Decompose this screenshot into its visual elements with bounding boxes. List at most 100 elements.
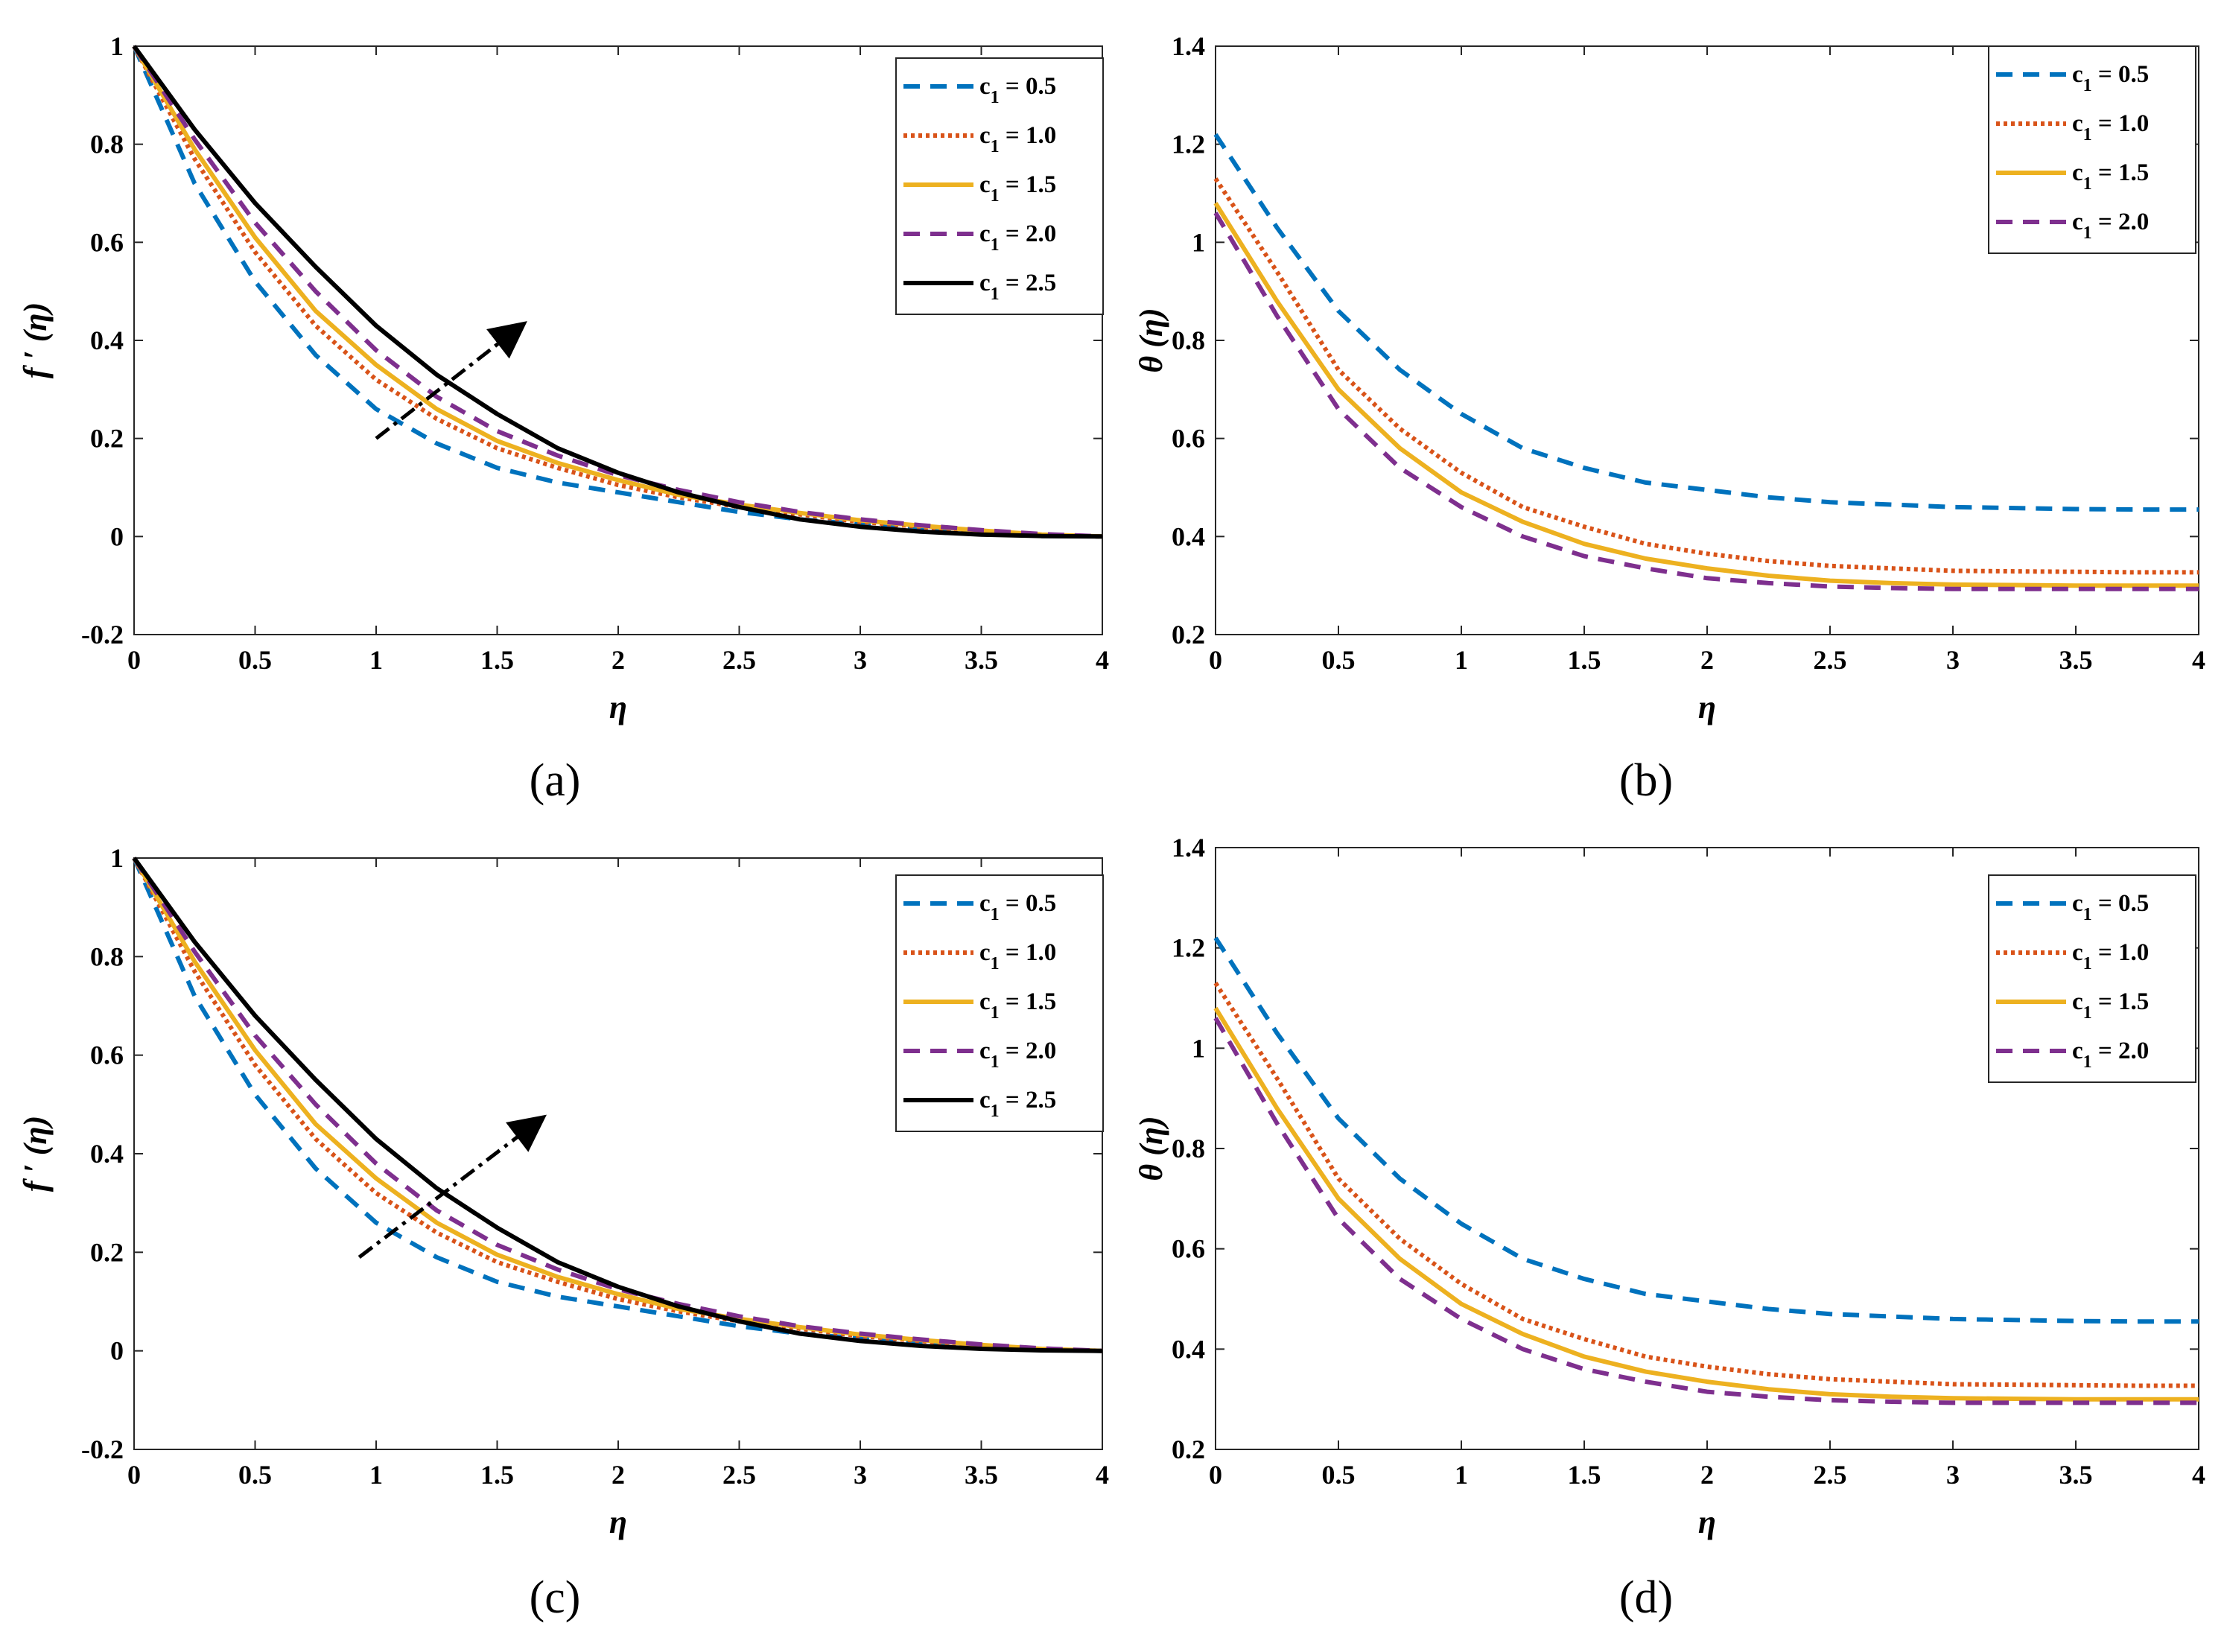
x-tick-label: 1.5 <box>1568 1460 1601 1490</box>
legend: c1 = 0.5 c1 = 1.0 c1 = 1.5 c1 = 2.0 c1 = 2.5 <box>895 874 1104 1132</box>
y-tick-label: 1.4 <box>1172 833 1205 862</box>
x-axis-label: η <box>1698 1504 1716 1540</box>
x-tick-label: 1 <box>1455 645 1468 675</box>
y-tick-label: 0.4 <box>90 1139 124 1169</box>
legend-entry-label: c1 = 1.5 <box>979 171 1056 206</box>
x-tick-label: 0 <box>127 645 141 675</box>
y-tick-label: 0.2 <box>1172 620 1205 649</box>
y-tick-label: 1.2 <box>1172 933 1205 963</box>
y-tick-label: 0.6 <box>90 227 124 257</box>
y-tick-label: -0.2 <box>81 620 124 649</box>
panel-caption: (b) <box>1619 755 1673 806</box>
y-axis-label: θ (η) <box>1133 1116 1169 1181</box>
x-axis-label: η <box>1698 689 1716 725</box>
y-tick-label: 0.8 <box>90 130 124 159</box>
x-tick-label: 1 <box>369 645 383 675</box>
trend-arrow <box>358 1114 547 1259</box>
legend: c1 = 0.5 c1 = 1.0 c1 = 1.5 c1 = 2.0 <box>1988 874 2196 1083</box>
y-tick-label: 0.8 <box>1172 325 1205 355</box>
x-tick-label: 2.5 <box>1814 1460 1847 1490</box>
y-tick-label: 0.4 <box>1172 521 1205 551</box>
series-line-c1-2-0 <box>1213 1017 2199 1405</box>
y-tick-label: 0.4 <box>90 325 124 355</box>
series-line-c1-2-5 <box>132 45 1103 539</box>
y-tick-label: 1 <box>1192 1033 1205 1063</box>
x-tick-label: 2 <box>611 645 625 675</box>
x-tick-label: 3.5 <box>965 1460 998 1490</box>
y-axis-label: f ′ (η) <box>17 1116 54 1192</box>
legend-entry-label: c1 = 2.5 <box>979 270 1056 304</box>
x-tick-label: 0 <box>1209 1460 1222 1490</box>
x-tick-label: 4 <box>1096 645 1109 675</box>
x-tick-label: 1.5 <box>480 645 514 675</box>
series-line-c1-0-5 <box>1213 936 2199 1324</box>
y-tick-label: 0.2 <box>90 424 124 454</box>
legend-entry-label: c1 = 2.0 <box>979 1038 1056 1072</box>
legend-box <box>1988 45 2196 254</box>
x-tick-label: 3 <box>1946 645 1960 675</box>
x-axis-label: η <box>609 1504 627 1540</box>
legend-entry-label: c1 = 1.0 <box>979 939 1056 973</box>
series-line-c1-1-0 <box>1213 982 2199 1388</box>
x-tick-label: 2.5 <box>722 645 756 675</box>
legend-entry-label: c1 = 1.5 <box>2072 988 2149 1023</box>
y-tick-label: 0.4 <box>1172 1334 1205 1364</box>
x-tick-label: 4 <box>1096 1460 1109 1490</box>
legend-entry-label: c1 = 0.5 <box>979 73 1056 107</box>
y-tick-label: 1 <box>110 843 124 873</box>
x-tick-label: 3 <box>1946 1460 1960 1490</box>
trend-arrow <box>375 321 527 440</box>
panel-caption: (a) <box>530 755 581 806</box>
y-tick-label: 1.2 <box>1172 130 1205 159</box>
x-tick-label: 1.5 <box>1568 645 1601 675</box>
y-tick-label: 0.6 <box>90 1041 124 1070</box>
x-tick-label: 0.5 <box>238 1460 272 1490</box>
series-line-c1-0-5 <box>1213 133 2199 512</box>
x-tick-label: 2 <box>1700 645 1714 675</box>
x-tick-label: 0.5 <box>1322 645 1356 675</box>
x-tick-label: 2.5 <box>722 1460 756 1490</box>
x-tick-label: 2 <box>1700 1460 1714 1490</box>
x-tick-label: 4 <box>2192 1460 2205 1490</box>
y-tick-label: 1 <box>1192 227 1205 257</box>
x-tick-label: 3 <box>854 645 867 675</box>
x-tick-label: 1.5 <box>480 1460 514 1490</box>
legend-entry-label: c1 = 1.0 <box>2072 939 2149 973</box>
legend-entry-label: c1 = 0.5 <box>2072 61 2149 95</box>
series-line-c1-1-0 <box>1213 177 2199 575</box>
x-tick-label: 2.5 <box>1814 645 1847 675</box>
legend-entry-label: c1 = 2.0 <box>979 220 1056 255</box>
y-tick-label: 0.8 <box>90 941 124 971</box>
y-tick-label: 0 <box>110 521 124 551</box>
legend-entry-label: c1 = 0.5 <box>2072 890 2149 924</box>
legend-entry-label: c1 = 1.0 <box>979 122 1056 156</box>
legend: c1 = 0.5 c1 = 1.0 c1 = 1.5 c1 = 2.0 c1 = 2.5 <box>895 57 1104 315</box>
legend-entry-label: c1 = 1.5 <box>979 988 1056 1023</box>
x-tick-label: 1 <box>369 1460 383 1490</box>
x-axis-label: η <box>609 689 627 725</box>
series-line-c1-1-5 <box>1213 202 2199 588</box>
x-tick-label: 0 <box>1209 645 1222 675</box>
y-tick-label: -0.2 <box>81 1435 124 1464</box>
legend-entry-label: c1 = 0.5 <box>979 890 1056 924</box>
y-tick-label: 0.6 <box>1172 424 1205 454</box>
legend-box <box>1988 874 2196 1083</box>
legend-entry-label: c1 = 1.5 <box>2072 159 2149 194</box>
x-tick-label: 4 <box>2192 645 2205 675</box>
panel-caption: (c) <box>530 1572 581 1623</box>
chart-panel-d: 0 0.5 1 1.5 2 2.5 3 3.5 4 0.2 0.4 0.6 0.8 1 1.2 1.4 η θ (… <box>1133 833 2205 1623</box>
x-tick-label: 0.5 <box>1322 1460 1356 1490</box>
y-tick-label: 0.8 <box>1172 1134 1205 1163</box>
legend-entry-label: c1 = 2.0 <box>2072 209 2149 243</box>
x-tick-label: 3.5 <box>2059 1460 2093 1490</box>
x-tick-label: 3.5 <box>2059 645 2093 675</box>
y-tick-label: 0.2 <box>90 1237 124 1267</box>
y-tick-label: 0.6 <box>1172 1234 1205 1264</box>
legend-entry-label: c1 = 1.0 <box>2072 110 2149 144</box>
legend: c1 = 0.5 c1 = 1.0 c1 = 1.5 c1 = 2.0 <box>1988 45 2196 254</box>
x-tick-label: 0.5 <box>238 645 272 675</box>
y-tick-label: 0 <box>110 1336 124 1366</box>
x-tick-label: 1 <box>1455 1460 1468 1490</box>
